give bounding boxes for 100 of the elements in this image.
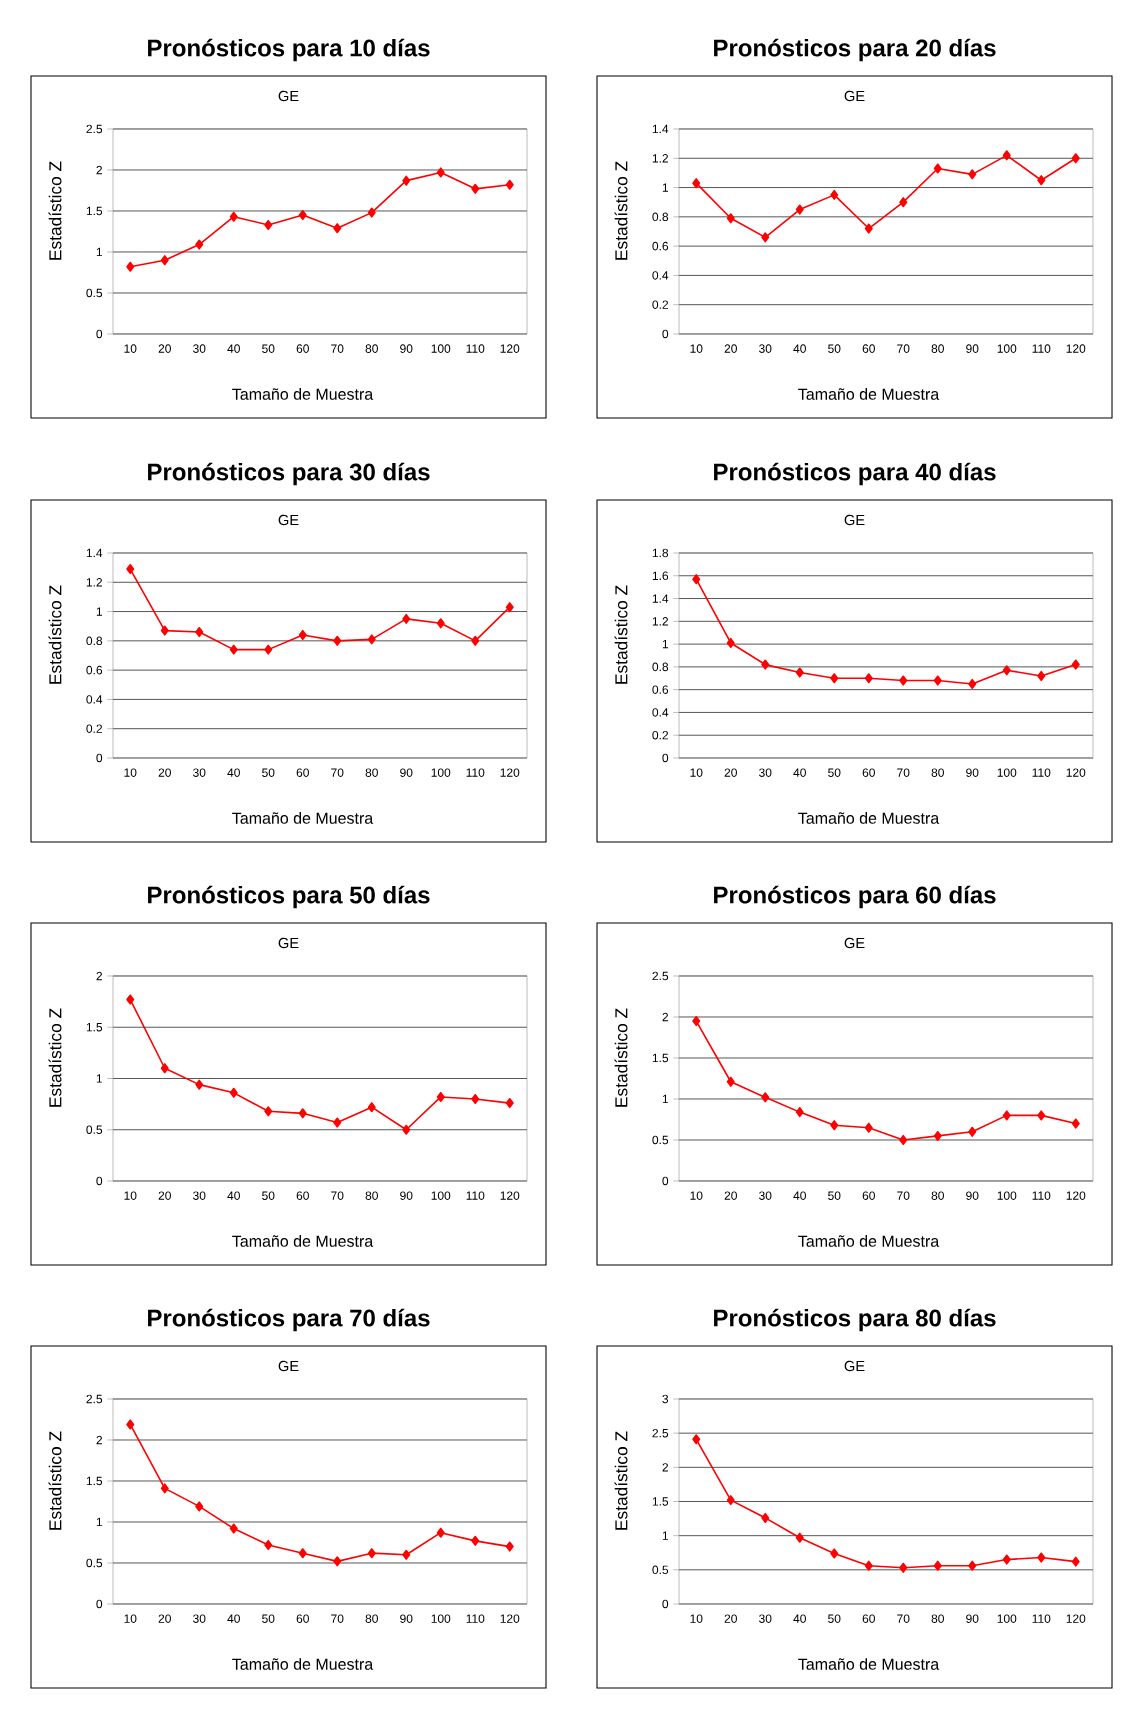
point [367,1548,376,1559]
y-axis-title: Estadístico Z [614,1008,628,1107]
x-tick-label: 20 [724,344,737,353]
x-tick-label: 10 [690,1614,703,1623]
point [933,675,942,686]
point [933,163,942,174]
point [471,1093,480,1105]
y-tick-label: 0.6 [86,665,103,675]
y-axis-title: Estadístico Z [48,1431,62,1530]
y-tick-label: 0 [96,1176,103,1186]
y-tick-label: 1.8 [652,548,669,558]
x-tick-label: 100 [997,1614,1017,1623]
point [761,659,770,670]
point [726,1495,735,1506]
y-tick-label: 1 [96,1517,103,1527]
point [1002,1554,1011,1565]
x-tick-label: 80 [365,344,378,353]
y-tick-label: 0 [662,1599,669,1609]
point [1071,153,1080,164]
y-tick-label: 1.5 [652,1053,669,1063]
point [899,1134,908,1146]
x-tick-label: 90 [400,344,413,353]
point [968,1560,977,1571]
y-tick-label: 2 [662,1463,668,1472]
point [402,1124,411,1135]
point [195,1079,204,1090]
point [899,1562,908,1573]
x-tick-label: 60 [862,1614,875,1623]
x-tick-label: 80 [365,1191,378,1200]
point [505,602,514,613]
point [761,1092,770,1103]
point [1037,1552,1046,1563]
point [367,207,376,218]
x-tick-label: 100 [431,344,451,353]
x-tick-label: 110 [466,768,485,777]
point [795,204,804,215]
chart-subtitle: GE [278,514,299,526]
y-tick-label: 0.8 [86,636,103,646]
x-tick-label: 80 [931,1614,944,1623]
y-tick-label: 0 [662,1176,669,1186]
y-axis-title: Estadístico Z [614,585,628,684]
x-tick-label: 50 [262,1614,275,1623]
point [126,564,135,575]
point [968,169,977,180]
chart-title: Pronósticos para 30 días [148,462,430,486]
point [795,1107,804,1118]
point [1002,1110,1011,1121]
x-tick-label: 30 [759,344,772,353]
x-tick-label: 110 [466,1614,485,1623]
x-tick-label: 10 [124,1614,137,1623]
x-tick-label: 120 [500,344,520,353]
y-tick-label: 0 [96,753,103,763]
point [264,1106,273,1117]
x-tick-label: 30 [193,768,206,777]
x-tick-label: 50 [828,768,841,777]
point [436,618,445,629]
y-tick-label: 2.5 [86,124,103,134]
x-tick-label: 10 [690,768,703,777]
x-tick-label: 60 [296,344,309,353]
point [933,1130,942,1141]
point [298,629,307,641]
chart-title: Pronósticos para 50 días [148,885,430,909]
x-tick-label: 120 [1066,1614,1086,1623]
x-tick-label: 80 [365,1614,378,1623]
point [333,223,342,234]
x-tick-label: 20 [158,1191,171,1200]
point [864,1560,873,1571]
point [1002,150,1011,161]
point [126,261,135,272]
y-axis-title: Estadístico Z [48,585,62,684]
y-tick-label: 1.4 [652,594,669,603]
x-axis-title: Tamaño de Muestra [798,388,940,400]
point [264,219,273,230]
y-tick-label: 1 [96,247,103,257]
y-tick-label: 0.6 [652,241,669,251]
y-tick-label: 0 [96,329,103,339]
x-axis-title: Tamaño de Muestra [232,1235,374,1247]
y-tick-label: 1.6 [652,571,669,581]
x-tick-label: 10 [690,1191,703,1200]
x-tick-label: 110 [466,1191,485,1200]
y-tick-label: 1.5 [86,1023,103,1032]
point [1037,1110,1046,1121]
point [402,175,411,186]
point [968,1126,977,1137]
x-tick-label: 40 [227,344,240,353]
x-tick-label: 70 [331,1614,344,1623]
x-tick-label: 40 [227,768,240,777]
point [436,1091,445,1103]
chart-title: Pronósticos para 70 días [148,1308,430,1332]
point [160,625,169,636]
point [726,213,735,224]
y-tick-label: 1.2 [652,154,668,163]
chart-subtitle: GE [844,937,865,949]
point [830,673,839,684]
y-tick-label: 0.2 [652,730,668,740]
point [436,167,445,178]
y-tick-label: 0.5 [86,1125,103,1134]
x-tick-label: 50 [262,768,275,777]
point [1071,1556,1080,1567]
y-tick-label: 1 [662,183,669,192]
